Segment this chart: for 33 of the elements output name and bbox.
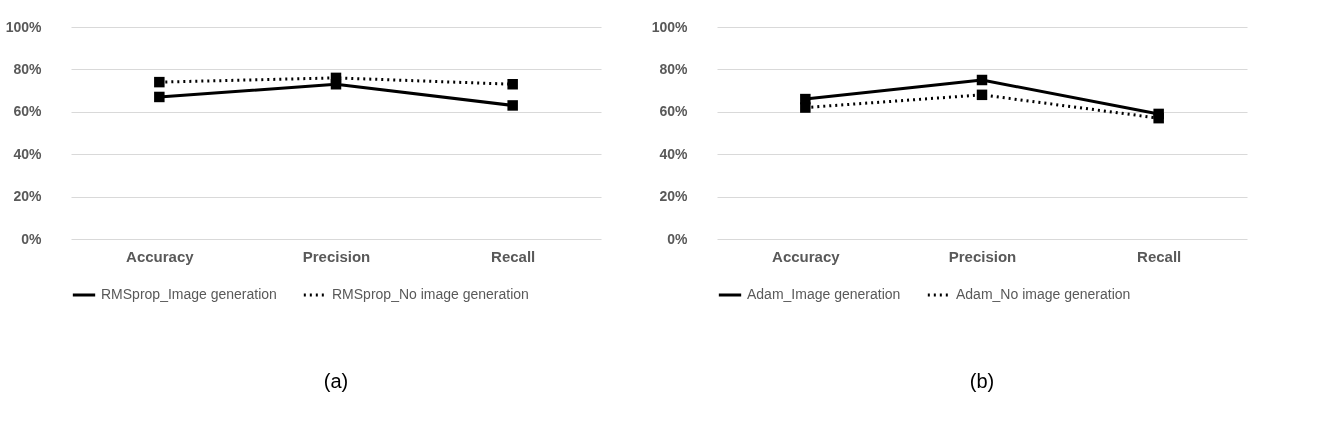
- point: [1153, 112, 1164, 124]
- y-tick-label: 60%: [13, 103, 43, 120]
- point: [507, 79, 518, 90]
- point: [507, 100, 518, 111]
- y-tick-label: 40%: [659, 145, 689, 162]
- y-tick-label: 20%: [13, 188, 43, 205]
- x-tick-label: Precision: [302, 247, 371, 265]
- y-tick-label: 100%: [5, 18, 43, 35]
- y-tick-label: 80%: [13, 60, 43, 77]
- text: (a): [323, 370, 349, 392]
- point: [154, 91, 165, 103]
- text: (b): [969, 370, 995, 392]
- x-tick-label: Precision: [948, 247, 1017, 265]
- y-tick-label: 0%: [21, 230, 43, 247]
- legend-label: Adam_No image generation: [956, 286, 1131, 302]
- legend-label: RMSprop_No image generation: [332, 286, 529, 302]
- legend-label: Adam_Image generation: [747, 286, 901, 302]
- x-tick-label: Accuracy: [772, 247, 841, 265]
- point: [154, 76, 165, 88]
- point: [976, 74, 988, 86]
- x-tick-label: Accuracy: [126, 247, 195, 265]
- point: [976, 89, 988, 101]
- y-tick-label: 60%: [659, 103, 689, 120]
- legend-label: RMSprop_Image generation: [101, 286, 277, 302]
- y-tick-label: 20%: [659, 188, 689, 205]
- y-tick-label: 100%: [651, 18, 689, 35]
- x-tick-label: Recall: [491, 247, 536, 265]
- point: [330, 72, 342, 84]
- y-tick-label: 40%: [13, 145, 43, 162]
- y-tick-label: 80%: [659, 60, 689, 77]
- y-tick-label: 0%: [667, 230, 689, 247]
- x-tick-label: Recall: [1137, 247, 1182, 265]
- point: [800, 102, 811, 113]
